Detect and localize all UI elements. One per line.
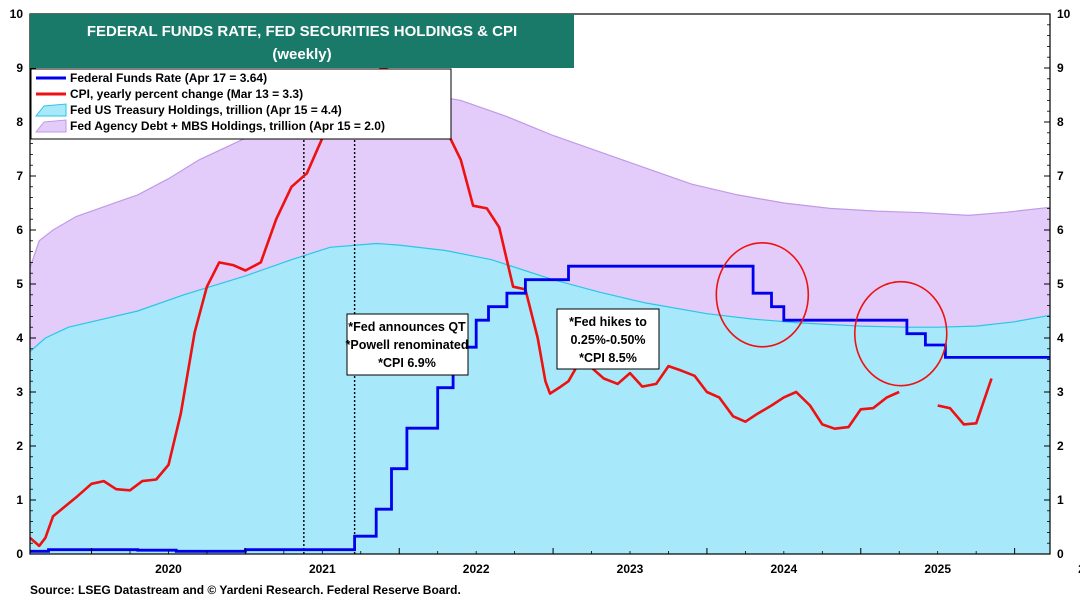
annotation-hikes-line-1: *Fed hikes to [569, 315, 647, 329]
y-label-left-6: 6 [16, 223, 23, 237]
x-label-2022: 2022 [463, 562, 490, 576]
y-label-left-2: 2 [16, 439, 23, 453]
y-label-left-8: 8 [16, 115, 23, 129]
legend-entry-fed-funds: Federal Funds Rate (Apr 17 = 3.64) [36, 71, 267, 85]
y-label-left-4: 4 [16, 331, 23, 345]
chart-title: FEDERAL FUNDS RATE, FED SECURITIES HOLDI… [87, 23, 517, 40]
annotation-qt: *Fed announces QT *Powell renominated *C… [346, 313, 469, 376]
cpi-line-segment-1 [30, 66, 900, 548]
legend-swatch-treasury [34, 103, 67, 117]
legend-swatch-mbs [34, 119, 67, 133]
y-label-right-10: 10 [1057, 7, 1071, 21]
treasury-area [30, 243, 1050, 554]
area-layer [30, 91, 1050, 554]
highlight-circle-1 [715, 241, 810, 348]
y-label-right-0: 0 [1057, 547, 1064, 561]
annotation-qt-line-3: *CPI 6.9% [378, 356, 436, 370]
y-label-right-5: 5 [1057, 277, 1064, 291]
source-note: Source: LSEG Datastream and © Yardeni Re… [30, 583, 461, 597]
y-label-left-1: 1 [16, 493, 23, 507]
legend-label-cpi: CPI, yearly percent change (Mar 13 = 3.3… [70, 87, 303, 101]
x-label-2025: 2025 [924, 562, 951, 576]
y-label-right-1: 1 [1057, 493, 1064, 507]
y-label-left-3: 3 [16, 385, 23, 399]
legend-entry-treasury: Fed US Treasury Holdings, trillion (Apr … [34, 103, 342, 117]
y-label-left-5: 5 [16, 277, 23, 291]
y-label-left-10: 10 [10, 7, 24, 21]
legend: Federal Funds Rate (Apr 17 = 3.64) CPI, … [30, 68, 452, 140]
legend-label-fed-funds: Federal Funds Rate (Apr 17 = 3.64) [70, 71, 267, 85]
y-label-left-7: 7 [16, 169, 23, 183]
annotation-qt-line-1: *Fed announces QT [348, 320, 466, 334]
y-label-left-0: 0 [16, 547, 23, 561]
mbs-edge [30, 91, 1050, 268]
legend-label-mbs: Fed Agency Debt + MBS Holdings, trillion… [70, 119, 385, 133]
x-label-2021: 2021 [309, 562, 336, 576]
highlight-circle-2 [853, 280, 948, 387]
y-label-right-6: 6 [1057, 223, 1064, 237]
cpi-line-segment-2 [937, 378, 993, 426]
x-label-2026: 2026 [1078, 562, 1080, 576]
x-label-2020: 2020 [155, 562, 182, 576]
annotation-qt-line-2: *Powell renominated [346, 338, 469, 352]
y-label-right-2: 2 [1057, 439, 1064, 453]
x-label-2024: 2024 [770, 562, 797, 576]
y-label-right-8: 8 [1057, 115, 1064, 129]
y-label-right-7: 7 [1057, 169, 1064, 183]
y-label-right-3: 3 [1057, 385, 1064, 399]
axis-layer: 0 0 1 1 2 2 3 3 4 4 5 5 6 6 7 7 8 8 9 9 10 10 2020 2021 2022 2023… [10, 7, 1080, 576]
title-banner: FEDERAL FUNDS RATE, FED SECURITIES HOLDI… [30, 14, 574, 68]
y-label-left-9: 9 [16, 61, 23, 75]
marker-layer [715, 241, 948, 387]
legend-entry-mbs: Fed Agency Debt + MBS Holdings, trillion… [34, 119, 385, 133]
annotation-hikes-line-3: *CPI 8.5% [579, 351, 637, 365]
y-label-right-4: 4 [1057, 331, 1064, 345]
annotation-hikes: *Fed hikes to 0.25%-0.50% *CPI 8.5% [556, 308, 660, 370]
legend-entry-cpi: CPI, yearly percent change (Mar 13 = 3.3… [36, 87, 303, 101]
y-label-right-9: 9 [1057, 61, 1064, 75]
x-label-2023: 2023 [617, 562, 644, 576]
legend-label-treasury: Fed US Treasury Holdings, trillion (Apr … [70, 103, 342, 117]
chart-subtitle: (weekly) [272, 46, 331, 63]
annotation-hikes-line-2: 0.25%-0.50% [570, 333, 645, 347]
